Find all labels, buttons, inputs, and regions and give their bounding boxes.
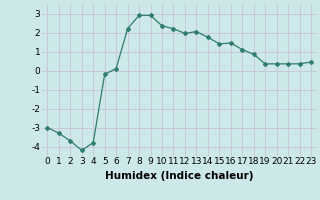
X-axis label: Humidex (Indice chaleur): Humidex (Indice chaleur) — [105, 171, 253, 181]
